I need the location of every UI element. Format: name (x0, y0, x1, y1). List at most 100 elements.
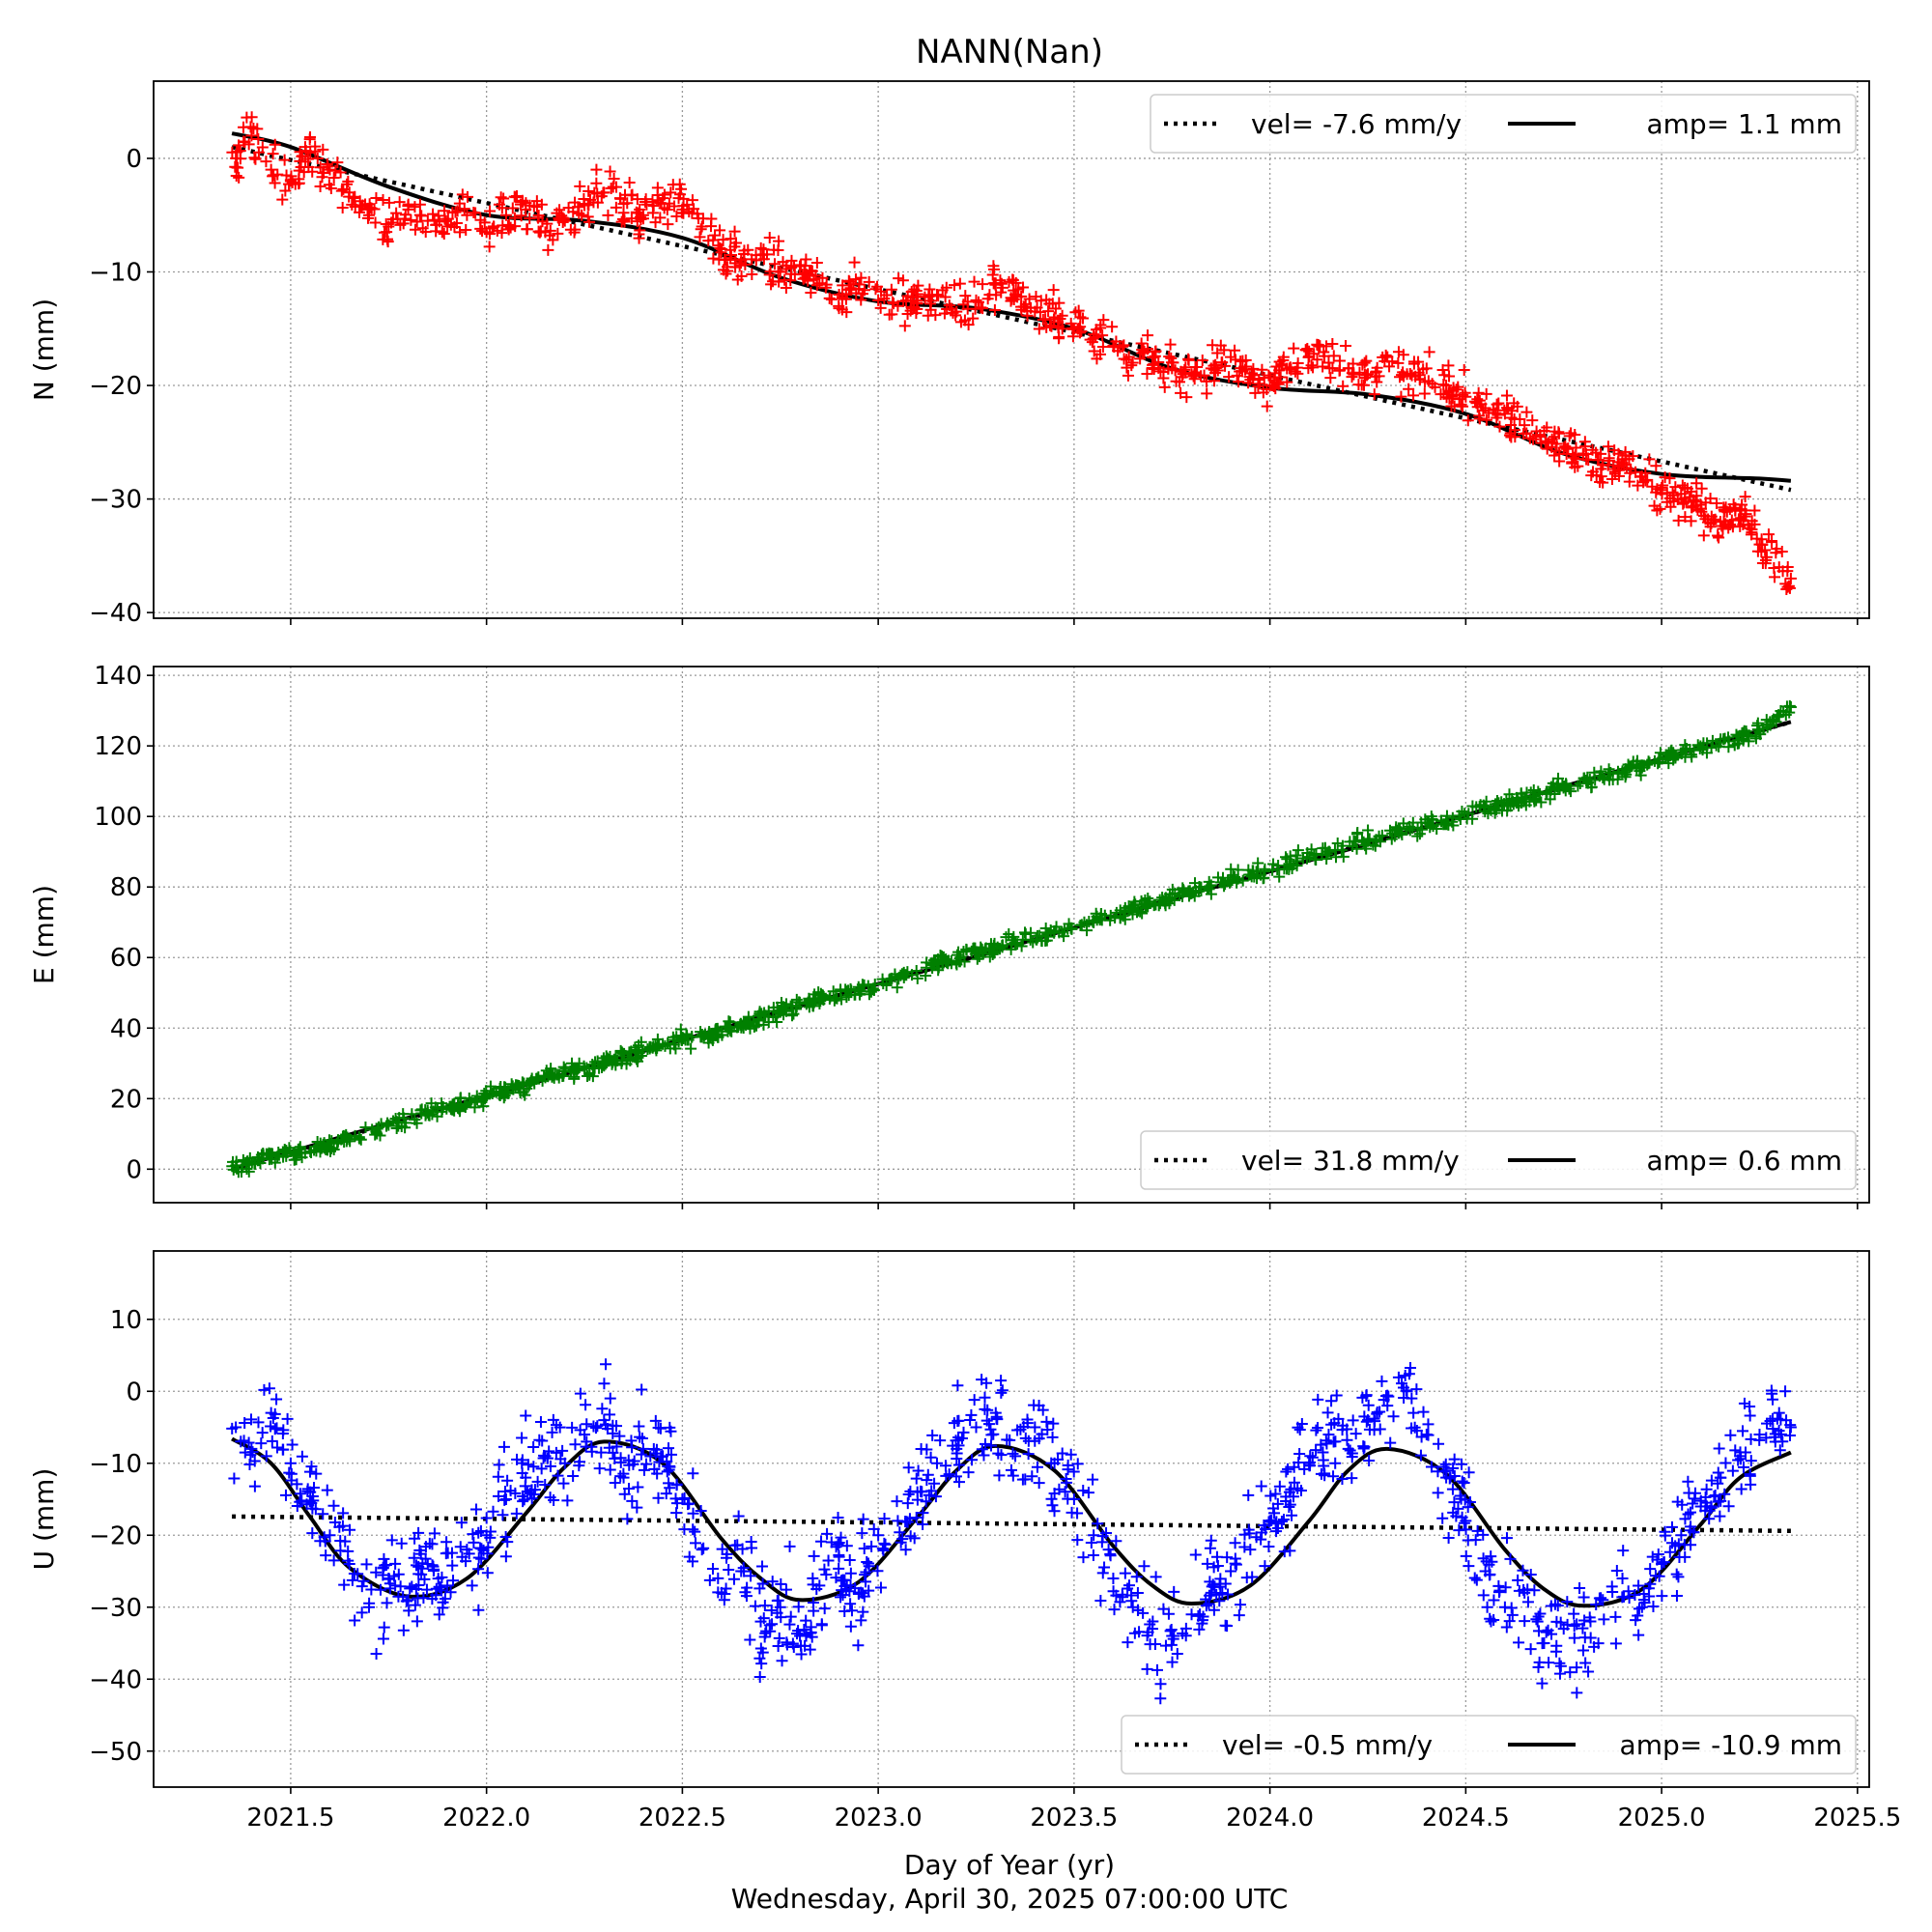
data-point-u (1131, 1586, 1144, 1599)
data-point-u (756, 1560, 769, 1573)
data-point-e (567, 1064, 580, 1076)
data-point-u (804, 1643, 816, 1656)
data-point-e (932, 964, 945, 977)
data-point-e (1662, 757, 1675, 770)
data-point-u (248, 1455, 261, 1467)
data-point-n (327, 172, 340, 185)
data-point-u (833, 1562, 845, 1575)
data-point-e (1694, 740, 1707, 753)
data-point-u (806, 1631, 818, 1643)
data-point-n (1711, 497, 1723, 510)
data-point-u (1699, 1496, 1712, 1509)
data-point-n (533, 226, 546, 239)
data-point-u (686, 1555, 698, 1568)
data-point-u (623, 1482, 636, 1494)
data-point-n (269, 177, 281, 189)
data-point-e (884, 973, 896, 985)
data-point-n (293, 178, 305, 190)
data-point-n (232, 161, 244, 174)
x-tick-label: 2021.5 (246, 1804, 334, 1833)
data-point-u (342, 1554, 355, 1567)
data-point-u (1154, 1678, 1167, 1690)
data-point-e (1359, 839, 1372, 852)
data-point-u (1574, 1581, 1586, 1594)
data-point-n (1164, 338, 1177, 351)
data-point-u (1658, 1556, 1670, 1569)
data-point-n (1096, 329, 1109, 342)
data-point-u (1108, 1604, 1121, 1616)
data-point-u (653, 1456, 666, 1468)
data-point-n (808, 273, 820, 286)
data-point-u (550, 1419, 562, 1432)
data-point-u (455, 1517, 468, 1529)
data-point-n (506, 202, 519, 214)
data-point-u (1463, 1560, 1475, 1573)
data-point-n (1447, 382, 1460, 394)
data-point-u (1341, 1434, 1353, 1446)
y-tick-label: 140 (94, 662, 142, 691)
y-tick-label: 20 (110, 1085, 142, 1114)
data-point-n (483, 241, 496, 253)
data-point-u (780, 1583, 792, 1596)
data-point-u (1165, 1623, 1178, 1635)
data-point-u (636, 1432, 648, 1444)
data-point-n (1450, 384, 1463, 396)
data-point-n (541, 217, 554, 230)
data-point-u (1685, 1539, 1697, 1551)
data-point-n (1718, 503, 1730, 516)
data-point-n (436, 226, 448, 239)
data-point-n (784, 274, 797, 287)
data-point-u (522, 1459, 534, 1471)
data-point-n (623, 177, 636, 189)
data-point-u (1363, 1455, 1376, 1466)
data-point-u (978, 1449, 990, 1462)
data-point-u (574, 1456, 586, 1468)
data-point-e (1252, 865, 1264, 877)
data-point-n (502, 223, 515, 236)
data-point-n (1619, 445, 1632, 458)
data-point-u (635, 1448, 647, 1461)
data-point-u (720, 1582, 732, 1595)
data-point-e (624, 1054, 637, 1066)
data-point-u (1477, 1589, 1490, 1602)
data-point-u (926, 1429, 939, 1441)
data-point-n (1563, 430, 1576, 442)
data-point-u (1264, 1490, 1277, 1502)
data-point-n (672, 192, 685, 205)
data-point-u (1481, 1601, 1493, 1613)
data-point-n (1590, 469, 1603, 481)
data-point-u (626, 1494, 639, 1507)
data-point-n (1223, 371, 1236, 384)
data-point-u (377, 1569, 389, 1581)
data-point-n (1141, 367, 1153, 380)
data-point-u (1243, 1527, 1256, 1540)
y-tick-label: −40 (89, 599, 142, 628)
data-point-n (1676, 479, 1689, 492)
data-point-e (1461, 812, 1473, 825)
data-point-n (530, 195, 543, 208)
data-point-u (815, 1618, 828, 1631)
data-point-n (1256, 363, 1268, 376)
data-point-n (1292, 357, 1304, 370)
data-point-e (1396, 828, 1408, 840)
data-point-u (815, 1535, 828, 1548)
data-point-n (1553, 455, 1566, 468)
trend-line-u (232, 1514, 1791, 1534)
data-point-n (1352, 379, 1365, 391)
data-point-u (546, 1426, 558, 1438)
y-ticks-e: 0 20 40 60 80 100 120 140 (94, 662, 154, 1184)
data-point-n (1047, 284, 1060, 297)
data-point-u (492, 1490, 504, 1502)
data-point-u (387, 1570, 400, 1582)
data-point-n (1326, 362, 1339, 375)
data-point-u (980, 1414, 993, 1427)
data-point-n (635, 213, 647, 225)
data-point-u (266, 1435, 278, 1447)
data-point-u (1330, 1389, 1343, 1402)
data-point-n (1053, 297, 1065, 309)
data-point-u (1322, 1428, 1335, 1440)
data-point-n (1091, 353, 1103, 365)
data-point-n (1782, 580, 1795, 592)
data-point-n (552, 227, 564, 240)
data-point-u (1062, 1459, 1074, 1471)
